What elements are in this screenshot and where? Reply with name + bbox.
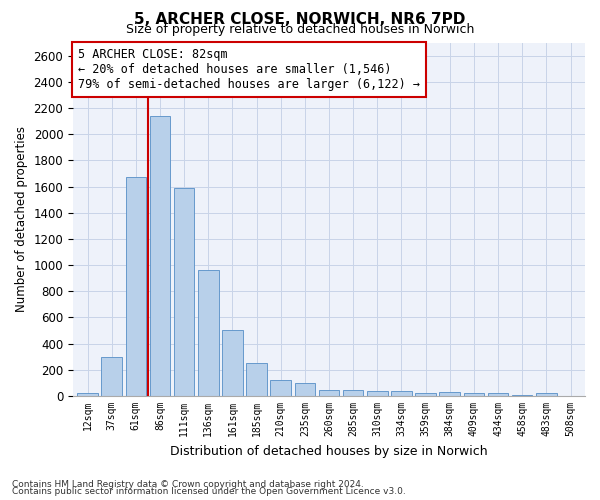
- Bar: [439, 392, 460, 396]
- Text: Contains public sector information licensed under the Open Government Licence v3: Contains public sector information licen…: [12, 487, 406, 496]
- Bar: [77, 393, 98, 396]
- Text: Contains HM Land Registry data © Crown copyright and database right 2024.: Contains HM Land Registry data © Crown c…: [12, 480, 364, 489]
- Bar: [198, 270, 218, 396]
- Text: 5 ARCHER CLOSE: 82sqm
← 20% of detached houses are smaller (1,546)
79% of semi-d: 5 ARCHER CLOSE: 82sqm ← 20% of detached …: [78, 48, 420, 91]
- Bar: [101, 357, 122, 396]
- Bar: [512, 394, 532, 396]
- Bar: [247, 364, 267, 396]
- Bar: [174, 188, 194, 396]
- Bar: [367, 392, 388, 396]
- Bar: [222, 330, 242, 396]
- X-axis label: Distribution of detached houses by size in Norwich: Distribution of detached houses by size …: [170, 444, 488, 458]
- Bar: [391, 391, 412, 396]
- Bar: [150, 116, 170, 396]
- Bar: [464, 393, 484, 396]
- Bar: [536, 393, 557, 396]
- Bar: [415, 394, 436, 396]
- Y-axis label: Number of detached properties: Number of detached properties: [15, 126, 28, 312]
- Bar: [488, 394, 508, 396]
- Bar: [319, 390, 339, 396]
- Text: Size of property relative to detached houses in Norwich: Size of property relative to detached ho…: [126, 22, 474, 36]
- Bar: [343, 390, 364, 396]
- Bar: [125, 178, 146, 396]
- Text: 5, ARCHER CLOSE, NORWICH, NR6 7PD: 5, ARCHER CLOSE, NORWICH, NR6 7PD: [134, 12, 466, 28]
- Bar: [271, 380, 291, 396]
- Bar: [295, 383, 315, 396]
